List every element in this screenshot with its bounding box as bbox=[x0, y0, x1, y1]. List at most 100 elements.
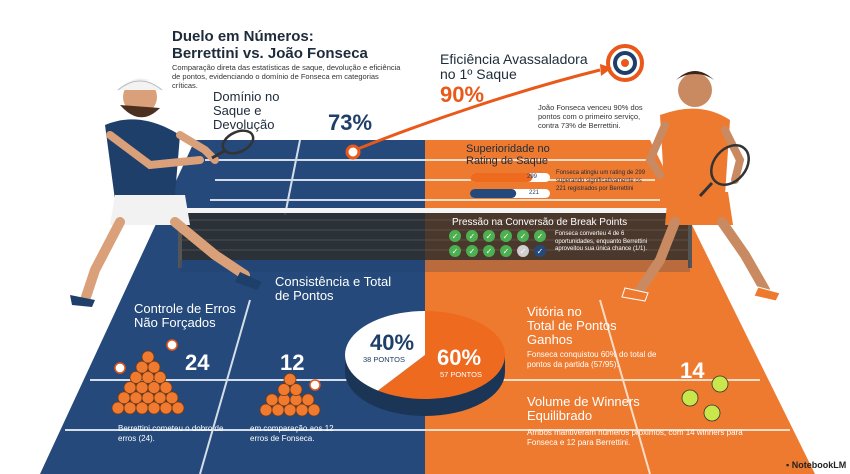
serve-rating-description: Fonseca atingiu um rating de 299 superan… bbox=[556, 170, 646, 192]
winners-value: 14 bbox=[680, 358, 705, 383]
winners-description: Ambos mantiveram números próximos, com 1… bbox=[527, 428, 743, 447]
serve-efficiency-heading: Eficiência Avassaladora no 1º Saque bbox=[440, 52, 588, 82]
page-title-line1: Duelo em Números: bbox=[172, 28, 314, 45]
target-icon bbox=[606, 44, 644, 82]
check-icon: ✓ bbox=[503, 247, 510, 256]
check-icon: ✓ bbox=[486, 247, 493, 256]
tennis-ball bbox=[307, 403, 321, 417]
dominance-heading-line3: Devolução bbox=[213, 117, 275, 132]
points-pie-chart bbox=[344, 311, 505, 416]
fonseca-points-pct: 60% bbox=[437, 345, 482, 370]
tennis-net bbox=[180, 210, 690, 260]
check-icon: ✓ bbox=[537, 232, 544, 241]
fonseca-points-count: 57 PONTOS bbox=[440, 370, 482, 379]
total-points-description: Fonseca conquistou 60% do total de ponto… bbox=[527, 350, 657, 369]
trajectory-arrow bbox=[354, 68, 601, 152]
winners-heading-line2: Equilibrado bbox=[527, 408, 593, 423]
berrettini-errors-value: 24 bbox=[185, 350, 210, 375]
pie-slice-fonseca bbox=[377, 311, 505, 399]
break-points-description: Fonseca converteu 4 de 6 oportunidades, … bbox=[555, 231, 648, 252]
player-left-illustration bbox=[70, 78, 262, 307]
break-point-marker bbox=[466, 245, 478, 257]
tennis-ball bbox=[153, 370, 167, 384]
winners-heading: Volume de Winners Equilibrado bbox=[527, 395, 640, 423]
serve-efficiency-heading-line1: Eficiência Avassaladora bbox=[440, 51, 588, 67]
error-x-markers bbox=[114, 339, 321, 391]
notebooklm-logo: ▪ NotebookLM bbox=[786, 460, 846, 470]
check-icon: ✓ bbox=[503, 232, 510, 241]
tennis-ball bbox=[165, 391, 179, 405]
error-balls-fonseca bbox=[259, 372, 321, 417]
check-icon: ✓ bbox=[452, 232, 459, 241]
player-right-illustration bbox=[621, 71, 781, 302]
consistency-heading-line2: de Pontos bbox=[275, 288, 334, 303]
consistency-heading-line1: Consistência e Total bbox=[275, 274, 392, 289]
errors-heading: Controle de Erros Não Forçados bbox=[134, 302, 236, 330]
break-point-marker bbox=[483, 230, 495, 242]
serve-rating-heading-line2: Rating de Saque bbox=[466, 155, 548, 167]
notebooklm-logo-text: NotebookLM bbox=[791, 460, 847, 470]
errors-heading-line1: Controle de Erros bbox=[134, 301, 236, 316]
check-icon: ✓ bbox=[452, 247, 459, 256]
tennis-ball bbox=[159, 381, 173, 395]
total-points-heading: Vitória no Total de Pontos Ganhos bbox=[527, 305, 617, 347]
tennis-ball bbox=[141, 350, 155, 364]
rating-bar-berrettini bbox=[470, 189, 517, 198]
break-point-marker bbox=[500, 230, 512, 242]
rating-value-berrettini: 221 bbox=[529, 190, 540, 196]
tennis-ball bbox=[283, 372, 297, 386]
break-point-marker bbox=[466, 230, 478, 242]
total-points-heading-line1: Vitória no bbox=[527, 304, 582, 319]
break-point-marker bbox=[483, 245, 495, 257]
berrettini-points-count: 38 PONTOS bbox=[363, 355, 405, 364]
tennis-ball bbox=[265, 393, 279, 407]
break-point-marker bbox=[534, 230, 546, 242]
page-subtitle: Comparação direta das estatísticas de sa… bbox=[172, 63, 401, 90]
serve-rating-heading: Superioridade no Rating de Saque bbox=[466, 143, 550, 167]
errors-heading-line2: Não Forçados bbox=[134, 315, 216, 330]
fonseca-errors-value: 12 bbox=[280, 350, 305, 375]
dominance-heading-line1: Domínio no bbox=[213, 89, 280, 104]
pie-slice-berrettini bbox=[344, 311, 425, 391]
berrettini-first-serve-pct: 73% bbox=[328, 110, 373, 135]
check-icon: ✓ bbox=[486, 232, 493, 241]
rating-bar-fonseca bbox=[470, 173, 533, 182]
total-points-heading-line2: Total de Pontos bbox=[527, 318, 617, 333]
break-point-marker bbox=[500, 245, 512, 257]
check-icon: ✓ bbox=[520, 247, 527, 256]
page-title-line2: Berrettini vs. João Fonseca bbox=[172, 45, 368, 62]
tennis-ball bbox=[289, 383, 303, 397]
fonseca-first-serve-pct: 90% bbox=[440, 82, 485, 107]
break-point-marker bbox=[449, 230, 461, 242]
serve-efficiency-heading-line2: no 1º Saque bbox=[440, 66, 517, 82]
fonseca-errors-description: em comparação aos 12 erros de Fonseca. bbox=[250, 424, 334, 443]
break-point-grid: ✓ ✓ ✓ ✓ ✓ ✓ ✓ ✓ ✓ ✓ ✓ ✓ bbox=[449, 230, 546, 257]
serve-efficiency-description: João Fonseca venceu 90% dos pontos com o… bbox=[538, 103, 643, 130]
break-point-marker bbox=[449, 245, 461, 257]
dominance-heading: Domínio no Saque e Devolução bbox=[213, 90, 279, 132]
break-point-marker bbox=[517, 245, 529, 257]
tennis-ball bbox=[171, 401, 185, 415]
check-icon: ✓ bbox=[469, 247, 476, 256]
error-balls-berrettini bbox=[111, 350, 185, 415]
serve-rating-heading-line1: Superioridade no bbox=[466, 143, 550, 155]
winners-heading-line1: Volume de Winners bbox=[527, 394, 640, 409]
break-point-marker bbox=[534, 245, 546, 257]
serve-rating-bars bbox=[470, 173, 550, 198]
winner-balls bbox=[681, 375, 729, 422]
rating-value-fonseca: 299 bbox=[527, 174, 538, 180]
tennis-ball bbox=[147, 360, 161, 374]
consistency-heading: Consistência e Total de Pontos bbox=[275, 275, 391, 303]
total-points-heading-line3: Ganhos bbox=[527, 332, 573, 347]
check-icon: ✓ bbox=[469, 232, 476, 241]
break-point-marker bbox=[517, 230, 529, 242]
page-title: Duelo em Números: Berrettini vs. João Fo… bbox=[172, 28, 368, 62]
notebooklm-logo-icon: ▪ bbox=[786, 460, 790, 470]
berrettini-errors-description: Berrettini cometeu o dobro de erros (24)… bbox=[118, 424, 224, 443]
tennis-ball bbox=[301, 393, 315, 407]
dominance-heading-line2: Saque e bbox=[213, 103, 262, 118]
check-icon: ✓ bbox=[537, 247, 544, 256]
berrettini-points-pct: 40% bbox=[370, 330, 415, 355]
break-points-heading: Pressão na Conversão de Break Points bbox=[452, 217, 628, 228]
